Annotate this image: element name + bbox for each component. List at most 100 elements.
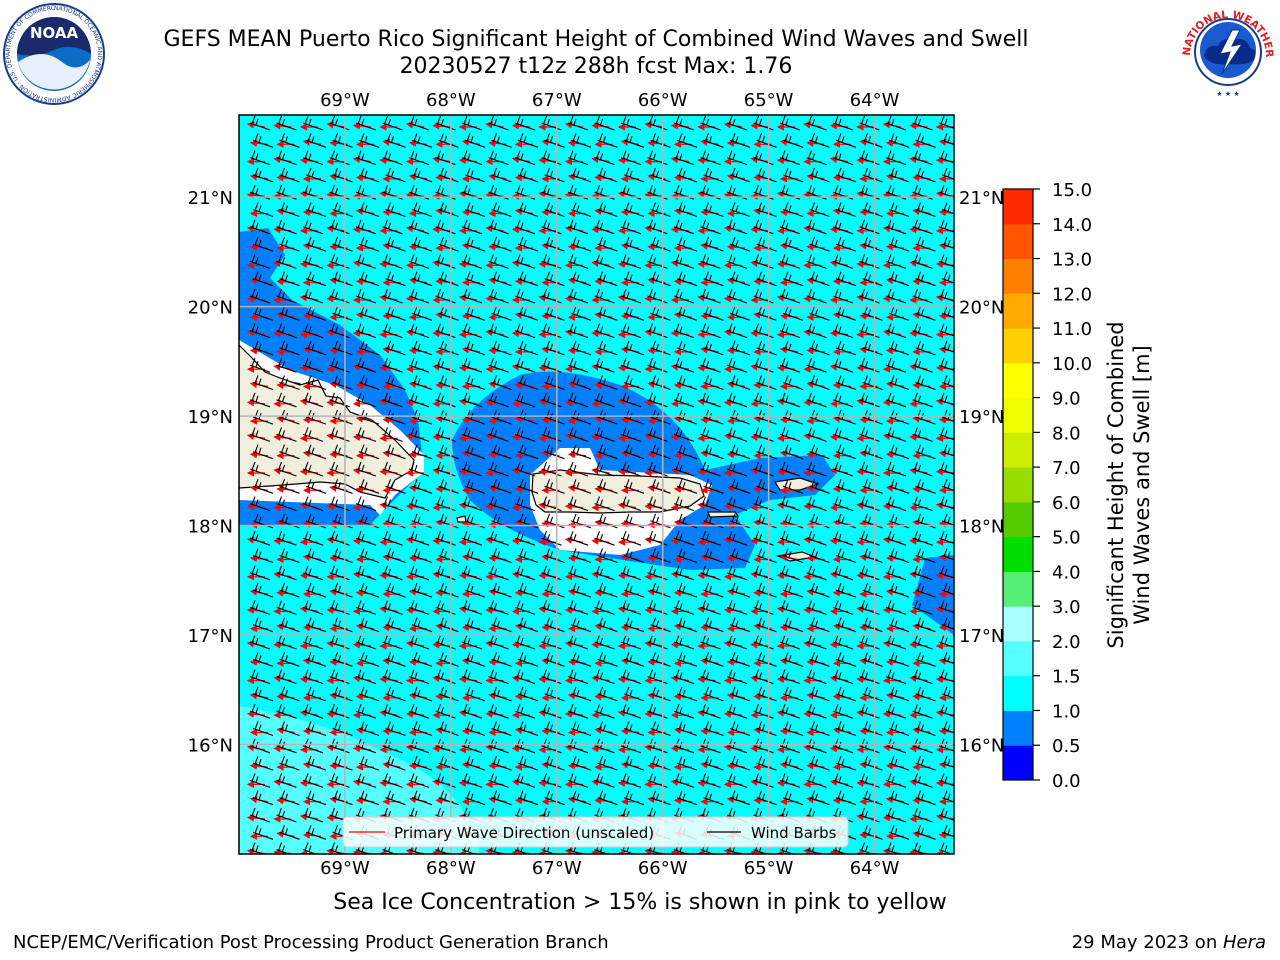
lon-label-top: 65°W	[744, 90, 794, 111]
wind-barb	[915, 202, 936, 218]
lon-label-top: 66°W	[638, 90, 688, 111]
wind-barb	[756, 133, 777, 148]
wind-barb	[464, 271, 486, 287]
wind-barb	[620, 150, 642, 166]
wind-barb	[435, 254, 456, 269]
wind-barb	[488, 254, 509, 269]
wind-barb	[276, 288, 297, 304]
colorbar-tick-label: 1.5	[1052, 667, 1081, 688]
colorbar-tick-label: 14.0	[1052, 215, 1092, 236]
wind-barb	[782, 202, 804, 218]
wind-barb	[756, 202, 777, 218]
noaa-logo-text: NOAA	[30, 24, 79, 42]
wind-barb	[726, 254, 748, 269]
wind-barb	[832, 150, 854, 166]
wind-barb	[305, 133, 327, 148]
wind-barb	[938, 219, 954, 233]
wind-barb	[464, 306, 486, 321]
wind-barb	[809, 271, 830, 287]
wind-barb	[756, 167, 777, 183]
wind-barb	[332, 133, 353, 148]
wind-barb	[700, 150, 721, 166]
wind-barb	[703, 236, 724, 252]
colorbar-segment	[1003, 397, 1033, 433]
wind-barb	[806, 185, 827, 200]
wind-barb	[408, 185, 430, 200]
wind-barb	[329, 288, 350, 304]
wind-barb	[862, 271, 883, 287]
wind-barb	[408, 150, 430, 166]
wind-barb	[461, 150, 483, 166]
wind-barb	[941, 133, 954, 146]
wind-barb	[673, 254, 695, 269]
wind-barb	[941, 167, 954, 180]
wind-barb	[567, 288, 589, 304]
wind-barb	[676, 167, 698, 183]
wind-barb	[332, 236, 353, 252]
lat-label-left: 19°N	[188, 407, 233, 428]
sea-ice-note: Sea Ice Concentration > 15% is shown in …	[333, 890, 947, 915]
colorbar-tick-label: 9.0	[1052, 389, 1081, 410]
wind-barb	[726, 288, 748, 304]
wind-barb	[647, 219, 668, 235]
wind-barb	[726, 219, 748, 235]
wind-barb	[835, 236, 857, 252]
wind-barb	[885, 219, 907, 235]
wind-barb	[650, 306, 671, 321]
colorbar-tick-label: 5.0	[1052, 528, 1081, 549]
wind-barb	[620, 288, 642, 304]
wind-barb	[729, 271, 751, 287]
wind-barb	[650, 167, 671, 183]
wind-barb	[703, 167, 724, 183]
colorbar-tick-label: 13.0	[1052, 250, 1092, 271]
wind-barb	[912, 254, 933, 269]
wind-barb	[620, 254, 642, 269]
wind-barb	[862, 133, 883, 148]
wind-barb	[276, 219, 297, 235]
wind-barb	[517, 271, 539, 287]
wind-barb	[491, 236, 512, 252]
lon-label-top: 69°W	[320, 90, 370, 111]
wind-barb	[809, 306, 830, 321]
colorbar-segment	[1003, 710, 1033, 746]
wind-barb	[249, 254, 271, 269]
wind-barb	[915, 271, 936, 287]
wind-barb	[567, 150, 589, 166]
wind-barb	[544, 202, 565, 218]
wind-barb	[279, 306, 300, 321]
wind-barb	[488, 185, 509, 200]
colorbar-tick-label: 7.0	[1052, 458, 1081, 479]
wind-barb	[517, 133, 539, 148]
wind-barb	[329, 185, 350, 200]
wind-barb	[302, 219, 324, 235]
wind-barb	[941, 271, 954, 284]
wind-barb	[570, 133, 592, 148]
noaa-logo-icon: NOAA NATIONAL OCEANIC AND ATMOSPHERIC AD…	[2, 2, 105, 105]
wind-barb	[355, 288, 377, 304]
wind-barb	[620, 115, 642, 131]
wind-barb	[305, 236, 327, 252]
wind-barb	[673, 288, 695, 304]
wind-barb	[806, 150, 827, 166]
wind-barb	[676, 202, 698, 218]
wind-barb	[461, 254, 483, 269]
legend-barb-label: Wind Barbs	[751, 824, 837, 842]
wind-barb	[729, 202, 751, 218]
wind-barb	[358, 202, 380, 218]
lon-label-bottom: 66°W	[638, 858, 688, 879]
wind-barb	[703, 202, 724, 218]
wind-barb	[541, 254, 562, 269]
colorbar-segment	[1003, 467, 1033, 503]
wind-barb	[249, 115, 271, 131]
wind-barb	[438, 202, 459, 218]
wind-barb	[514, 115, 536, 131]
wind-barb	[544, 236, 565, 252]
wind-barb	[779, 185, 801, 200]
wind-barb	[252, 133, 274, 148]
wind-barb	[302, 254, 324, 269]
wind-barb	[623, 202, 645, 218]
wind-barb	[541, 219, 562, 235]
wind-barb	[597, 133, 618, 148]
wind-barb	[249, 323, 271, 339]
wind-barb	[329, 150, 350, 166]
